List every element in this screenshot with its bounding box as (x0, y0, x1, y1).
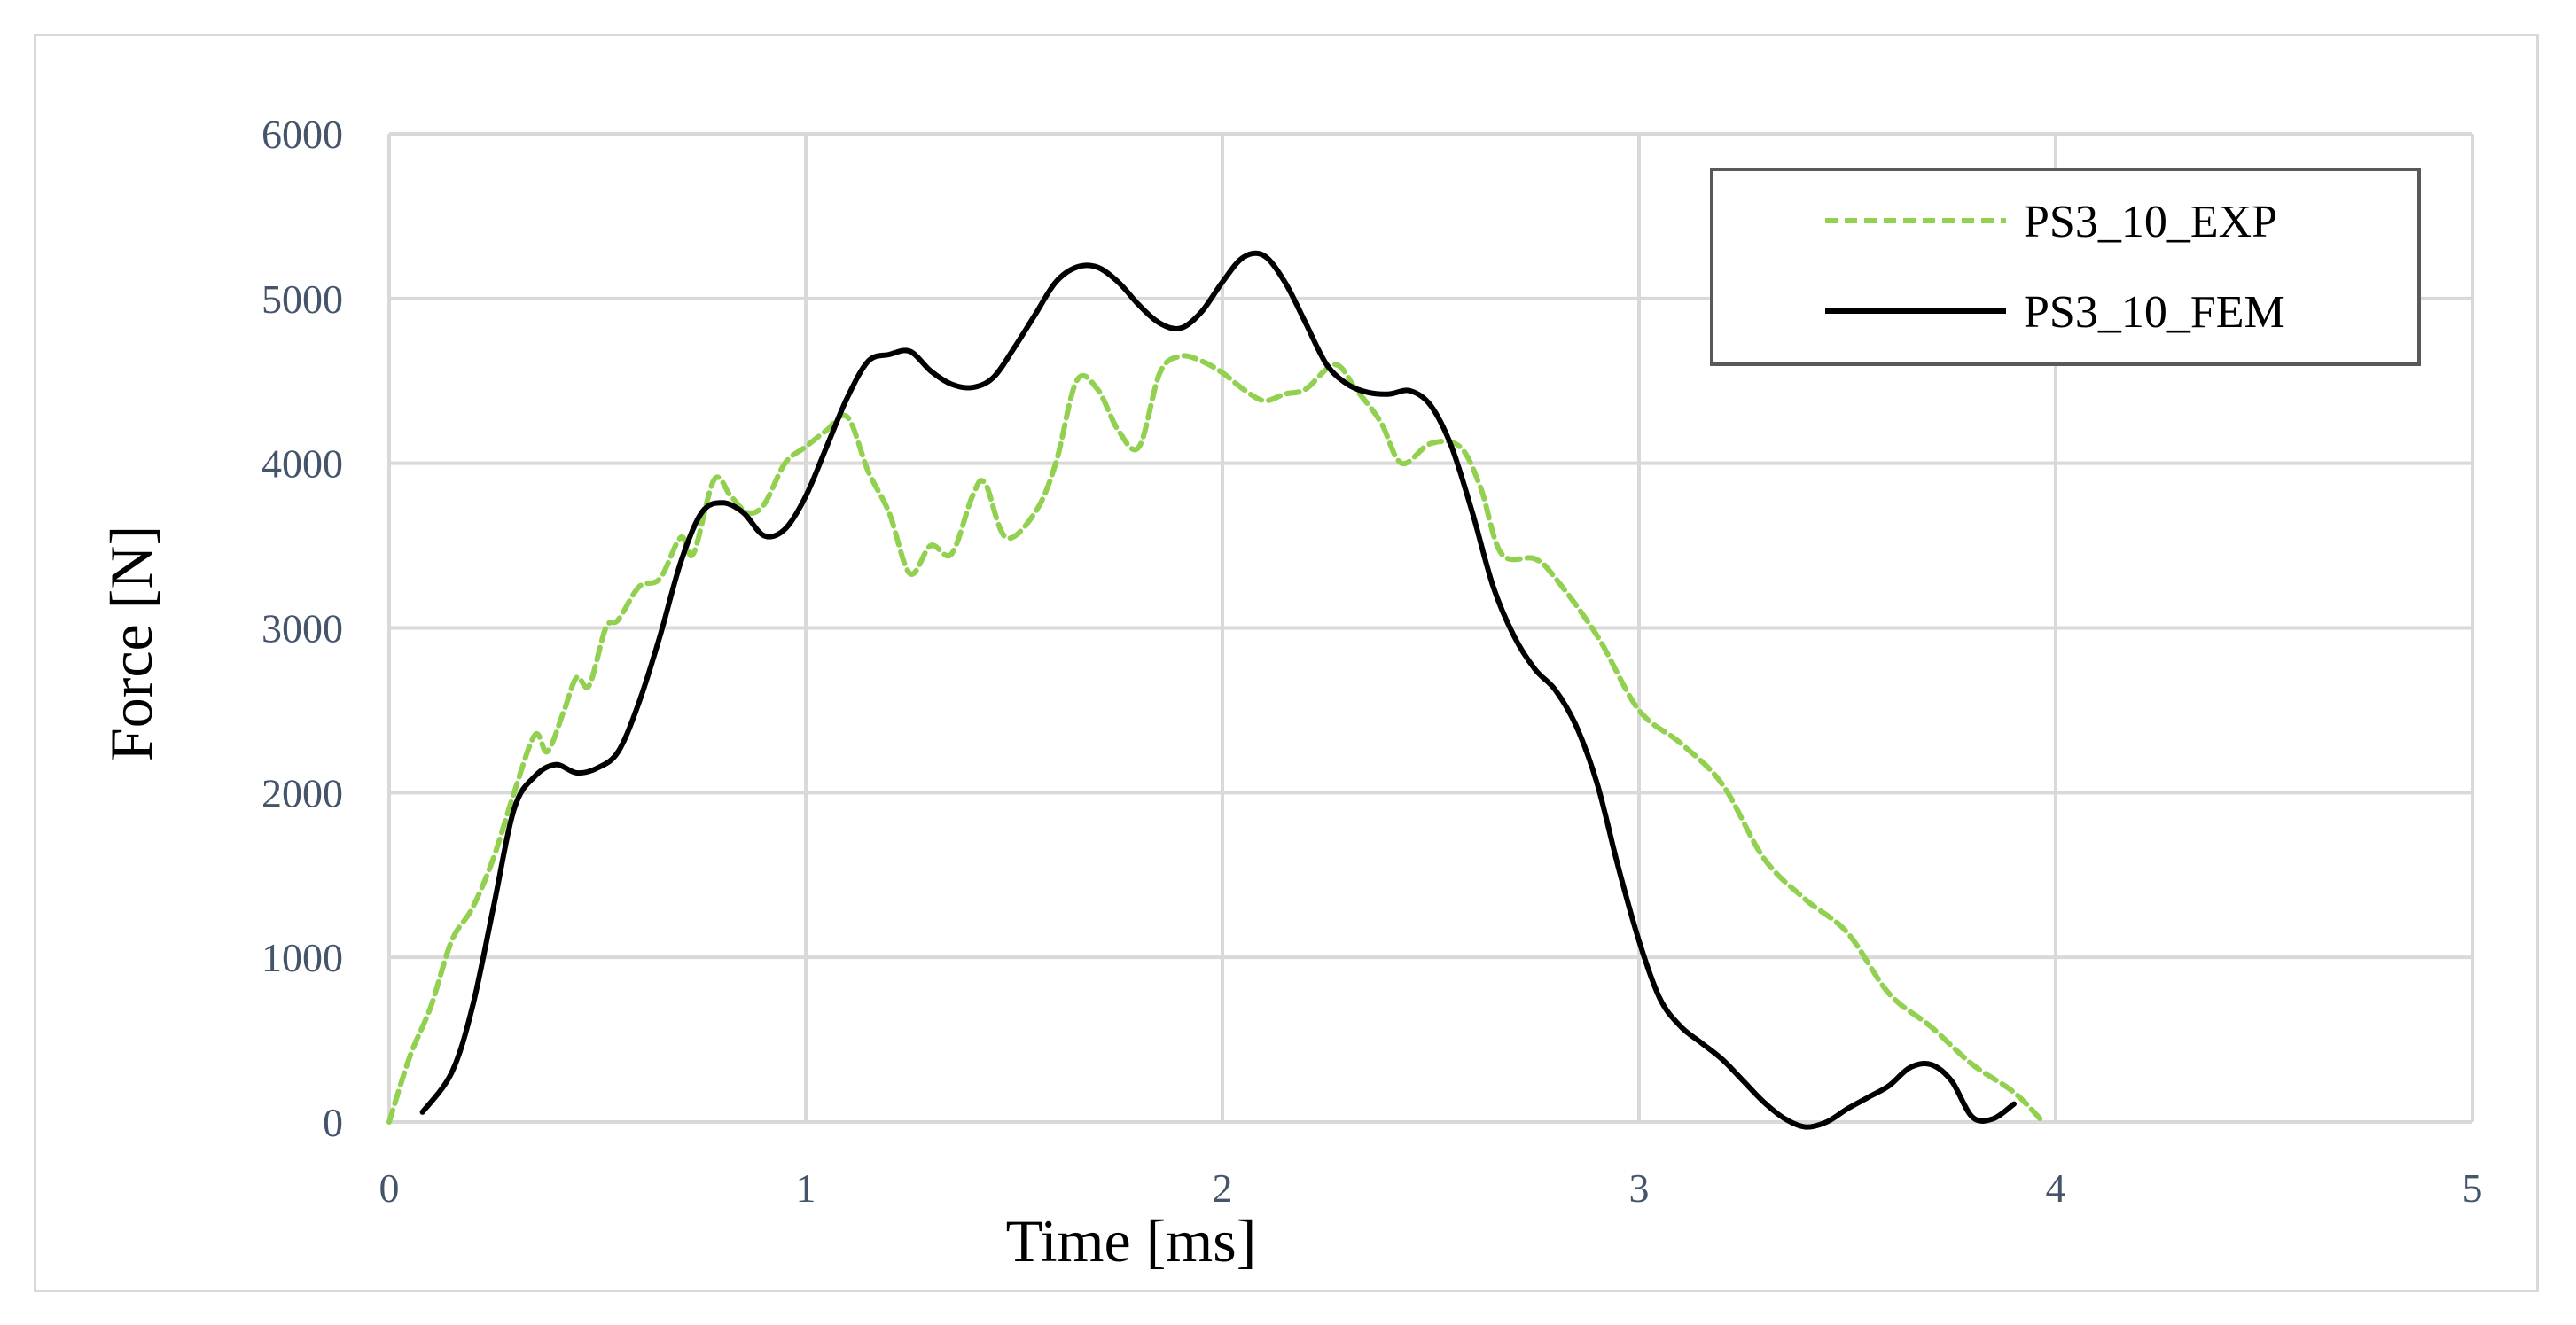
legend-box (1710, 168, 2421, 366)
y-tick-label: 5000 (262, 277, 343, 322)
series-line-exp (386, 353, 2046, 1125)
y-tick-label: 4000 (262, 441, 343, 487)
y-tick-label: 6000 (262, 112, 343, 157)
x-tick-label: 4 (2046, 1165, 2066, 1211)
x-tick-label: 0 (379, 1165, 400, 1211)
x-tick-label: 5 (2463, 1165, 2483, 1211)
gridlines (387, 132, 2474, 1124)
series-lines (386, 250, 2046, 1130)
line-chart: 0 1 2 3 4 5 0 1000 2000 3000 4000 5000 6000 Time [ms… (98, 112, 2483, 1274)
x-tick-label: 1 (796, 1165, 816, 1211)
chart-frame: 0 1 2 3 4 5 0 1000 2000 3000 4000 5000 6000 Time [ms… (34, 34, 2539, 1292)
x-tick-label: 2 (1213, 1165, 1233, 1211)
x-axis-title: Time [ms] (1006, 1207, 1257, 1274)
y-tick-label: 3000 (262, 606, 343, 651)
y-tick-label: 1000 (262, 935, 343, 980)
y-tick-label: 0 (323, 1100, 343, 1145)
series-line-fem (419, 250, 2017, 1130)
tick-labels: 0 1 2 3 4 5 0 1000 2000 3000 4000 5000 6000 (262, 112, 2483, 1211)
x-tick-label: 3 (1629, 1165, 1650, 1211)
y-axis-title: Force [N] (98, 526, 165, 761)
legend-label-exp: PS3_10_EXP (2024, 197, 2277, 247)
legend: PS3_10_EXP PS3_10_FEM (1710, 168, 2421, 366)
legend-label-fem: PS3_10_FEM (2024, 287, 2285, 338)
y-tick-label: 2000 (262, 770, 343, 815)
